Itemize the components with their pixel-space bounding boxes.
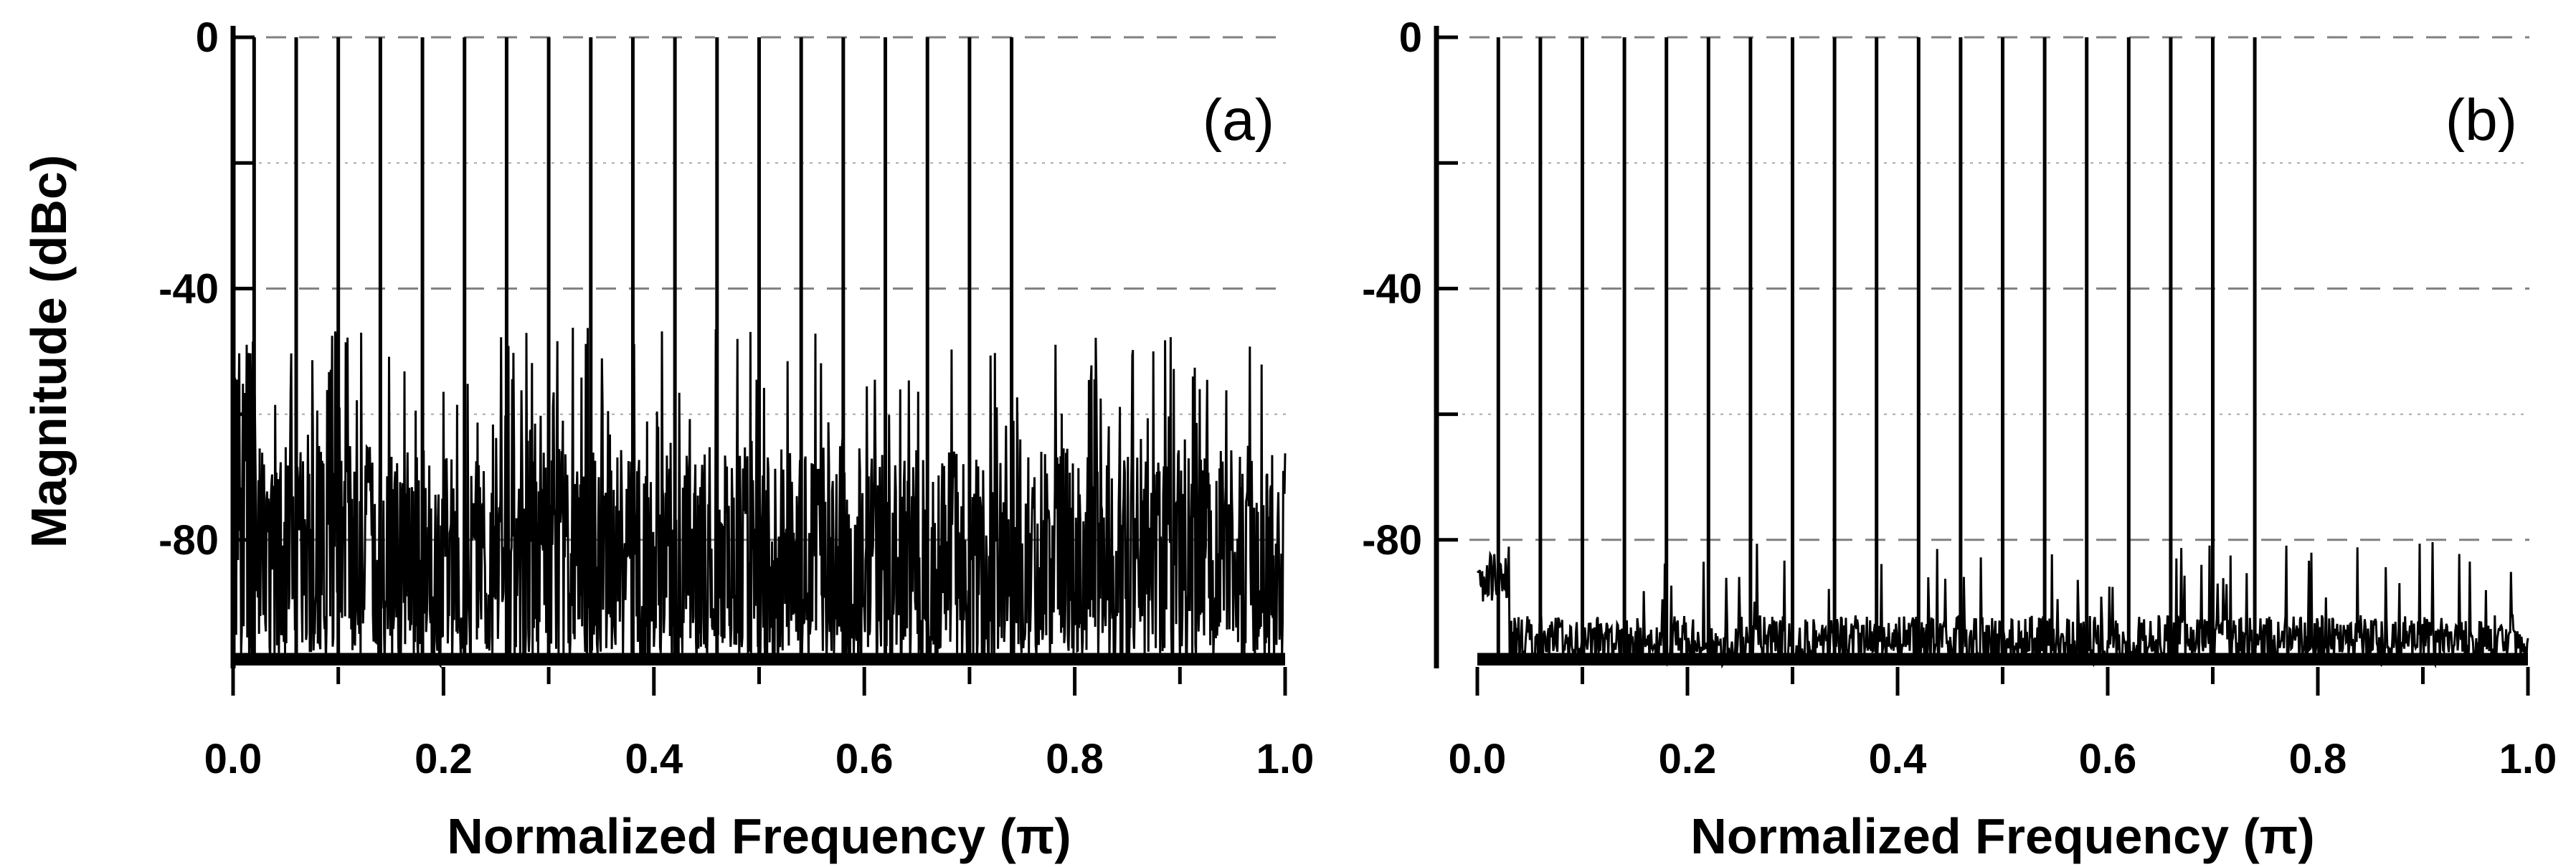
y-tick-label: -80 [158,517,219,564]
x-tick-label: 1.0 [1256,736,1315,782]
panel-a: 0 -40 -80 0.0 0.2 0.4 0.6 0.8 1.0 Normalized Freq… [21,14,1314,864]
y-tick-label: -40 [158,265,219,312]
x-tick-label: 0.2 [1659,736,1717,782]
x-tick-label: 0.0 [204,736,262,782]
x-axis-label: Normalized Frequency (π) [447,808,1071,864]
y-tick-label: 0 [196,14,219,61]
x-tick-label: 0.4 [1869,736,1927,782]
y-tick-label: -80 [1362,517,1422,564]
y-tick-label: 0 [1399,14,1422,61]
y-tick-label: -40 [1362,265,1422,312]
x-tick-label: 0.4 [625,736,683,782]
x-tick-label: 0.6 [2079,736,2137,782]
panel-label: (a) [1203,87,1274,153]
x-tick-label: 0.0 [1449,736,1507,782]
x-tick-label: 0.6 [835,736,894,782]
y-axis-label: Magnitude (dBc) [21,155,77,548]
x-tick-label: 0.8 [2289,736,2347,782]
panel-label: (b) [2445,87,2517,153]
x-tick-label: 0.8 [1046,736,1104,782]
x-tick-label: 1.0 [2499,736,2557,782]
x-axis-label: Normalized Frequency (π) [1690,808,2314,864]
panel-b: 0 -40 -80 0.0 0.2 0.4 0.6 0.8 1.0 Normalized Freq… [1362,14,2557,864]
x-tick-label: 0.2 [415,736,473,782]
